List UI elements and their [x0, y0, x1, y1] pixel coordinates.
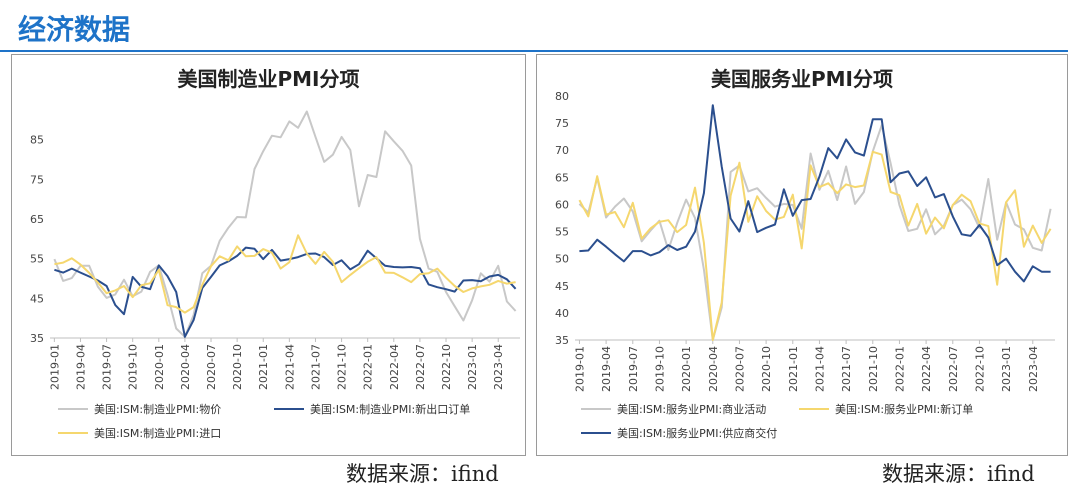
- x-tick-label: 2022-07: [947, 346, 960, 392]
- y-tick-label: 45: [30, 292, 44, 305]
- y-tick-label: 40: [555, 307, 569, 320]
- series-line-2: [54, 246, 517, 338]
- x-tick-label: 2019-07: [101, 344, 114, 390]
- x-tick-label: 2020-01: [680, 346, 693, 392]
- x-tick-label: 2021-01: [787, 346, 800, 392]
- y-tick-label: 55: [555, 226, 569, 239]
- x-tick-label: 2023-04: [1027, 346, 1040, 392]
- x-tick-label: 2019-04: [74, 344, 87, 390]
- x-tick-label: 2019-07: [627, 346, 640, 392]
- x-tick-label: 2021-10: [867, 346, 880, 392]
- x-tick-label: 2019-01: [573, 346, 586, 392]
- x-tick-label: 2019-10: [127, 344, 140, 390]
- section-title: 经济数据: [18, 13, 131, 46]
- y-tick-label: 35: [555, 334, 569, 347]
- x-tick-label: 2022-04: [920, 346, 933, 392]
- legend-label: 美国:ISM:服务业PMI:商业活动: [617, 402, 766, 416]
- title-divider: [0, 50, 1068, 52]
- source-note-left: 数据来源：ifind: [346, 462, 499, 486]
- series-line-1: [53, 110, 517, 338]
- y-tick-label: 75: [555, 117, 569, 130]
- x-tick-label: 2021-07: [309, 344, 322, 390]
- services-chart: 35 40 45 50 55 60 65 70 75 80 2019-01 2019-04 2019-0…: [555, 90, 1055, 440]
- legend-label: 美国:ISM:制造业PMI:物价: [94, 402, 221, 416]
- series-line-3: [54, 234, 516, 314]
- manufacturing-chart-title: 美国制造业PMI分项: [177, 67, 360, 91]
- x-tick-label: 2022-01: [893, 346, 906, 392]
- x-tick-label: 2019-01: [48, 344, 61, 390]
- x-tick-label: 2020-07: [733, 346, 746, 392]
- x-tick-label: 2019-04: [600, 346, 613, 392]
- x-tick-label: 2022-10: [440, 344, 453, 390]
- services-chart-title: 美国服务业PMI分项: [710, 67, 893, 91]
- x-tick-label: 2019-10: [653, 346, 666, 392]
- x-tick-label: 2022-07: [414, 344, 427, 390]
- y-tick-label: 55: [30, 253, 44, 266]
- x-tick-label: 2020-10: [231, 344, 244, 390]
- y-tick-label: 50: [555, 253, 569, 266]
- x-tick-label: 2021-04: [283, 344, 296, 390]
- x-tick-label: 2023-01: [466, 344, 479, 390]
- services-chart-panel: 美国服务业PMI分项 35 40 45 50 55 60 65 70 75 80 2019-01 20…: [536, 54, 1068, 456]
- x-tick-label: 2020-04: [179, 344, 192, 390]
- manufacturing-chart: 35 45 55 65 75 85 2019-01 2019-04 2019-07 2019-10…: [30, 110, 520, 440]
- y-tick-label: 70: [555, 144, 569, 157]
- y-tick-label: 80: [555, 90, 569, 103]
- x-tick-label: 2020-01: [153, 344, 166, 390]
- x-tick-label: 2022-10: [973, 346, 986, 392]
- series-line-1: [578, 124, 1052, 341]
- x-tick-label: 2020-04: [707, 346, 720, 392]
- x-tick-label: 2020-07: [205, 344, 218, 390]
- y-tick-label: 35: [30, 332, 44, 345]
- series-line-3: [579, 104, 1051, 283]
- x-tick-label: 2020-10: [760, 346, 773, 392]
- x-tick-label: 2021-04: [813, 346, 826, 392]
- manufacturing-chart-panel: 美国制造业PMI分项 35 45 55 65 75 85 2019-01 2019-04 201…: [11, 54, 526, 456]
- legend-label: 美国:ISM:服务业PMI:新订单: [835, 402, 973, 416]
- legend-label: 美国:ISM:制造业PMI:新出口订单: [310, 402, 470, 416]
- y-tick-label: 85: [30, 134, 44, 147]
- x-tick-label: 2021-01: [257, 344, 270, 390]
- source-note-right: 数据来源：ifind: [882, 462, 1035, 486]
- y-tick-label: 45: [555, 280, 569, 293]
- x-tick-label: 2022-01: [362, 344, 375, 390]
- y-tick-label: 60: [555, 198, 569, 211]
- y-tick-label: 65: [555, 171, 569, 184]
- legend-label: 美国:ISM:服务业PMI:供应商交付: [617, 426, 777, 440]
- y-tick-label: 75: [30, 173, 44, 186]
- y-tick-label: 65: [30, 213, 44, 226]
- x-tick-label: 2023-01: [1000, 346, 1013, 392]
- x-tick-label: 2022-04: [388, 344, 401, 390]
- series-line-2: [578, 150, 1052, 341]
- legend-label: 美国:ISM:制造业PMI:进口: [94, 426, 221, 440]
- x-tick-label: 2021-10: [336, 344, 349, 390]
- x-tick-label: 2021-07: [840, 346, 853, 392]
- x-tick-label: 2023-04: [492, 344, 505, 390]
